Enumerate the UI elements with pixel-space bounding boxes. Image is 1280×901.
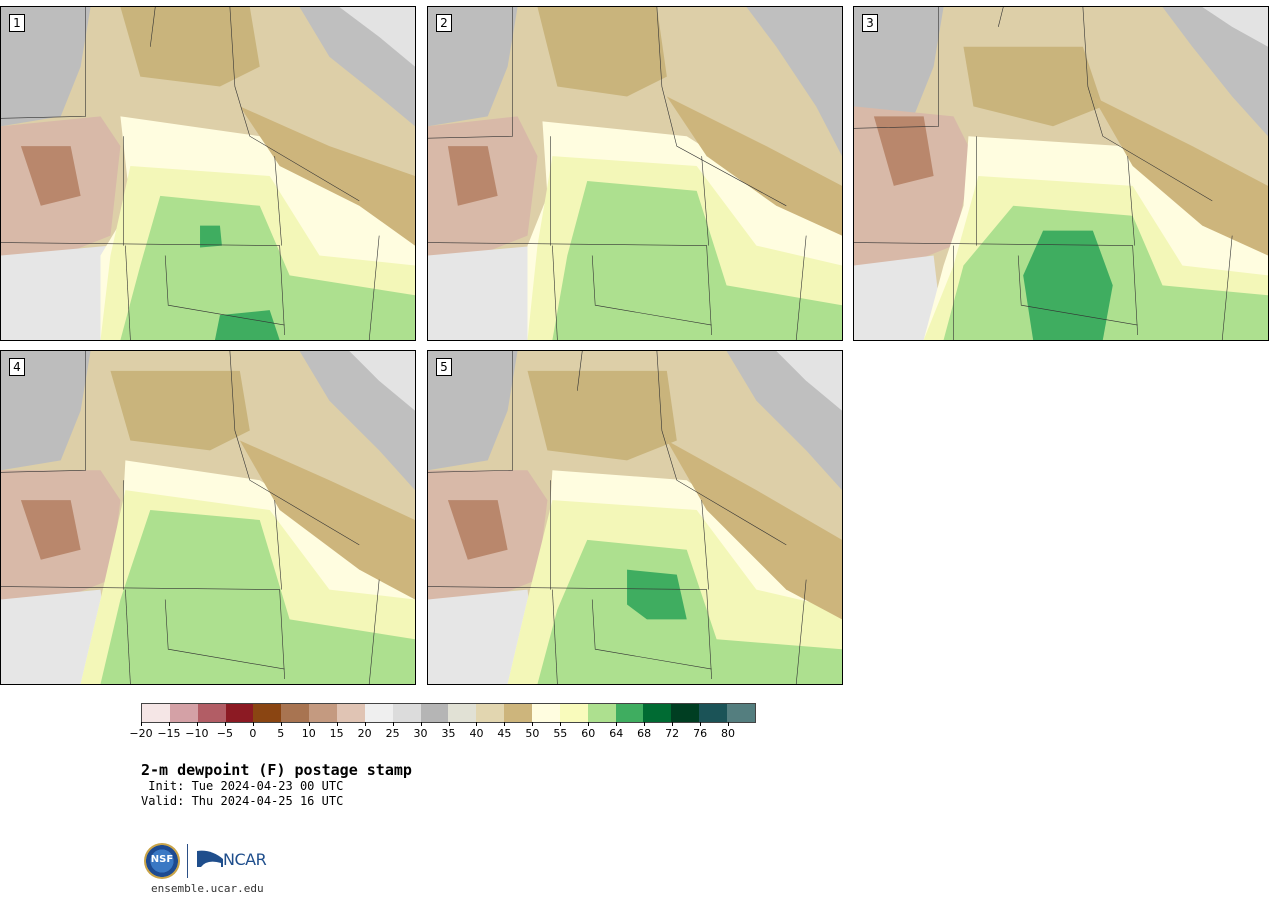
ncar-mark-icon — [197, 850, 223, 867]
colorbar-swatch — [727, 704, 755, 722]
colorbar-tick — [672, 722, 674, 726]
colorbar-tick-label: 25 — [385, 727, 400, 740]
colorbar-swatch — [420, 704, 449, 722]
nsf-logo-text: NSF — [150, 854, 174, 865]
member-4-map: 4 — [0, 350, 416, 685]
colorbar-tick-label: 60 — [581, 727, 596, 740]
member-2-map: 2 — [427, 6, 843, 341]
colorbar-tick-label: 76 — [693, 727, 708, 740]
colorbar-tick-label: 50 — [525, 727, 540, 740]
colorbar-tick-label: 20 — [357, 727, 372, 740]
colorbar-swatch — [699, 704, 728, 722]
chart-title: 2-m dewpoint (F) postage stamp — [141, 761, 412, 779]
colorbar-swatch — [559, 704, 588, 722]
colorbar-tick-label: 40 — [469, 727, 484, 740]
colorbar-swatch — [337, 704, 365, 722]
colorbar-tick-label: 5 — [277, 727, 285, 740]
colorbar-tick — [616, 722, 618, 726]
colorbar-tick — [280, 722, 282, 726]
colorbar-swatch — [225, 704, 254, 722]
colorbar-tick — [141, 722, 142, 726]
logo-divider — [187, 844, 188, 878]
nsf-logo: NSF — [144, 843, 180, 879]
colorbar-tick-label: 80 — [721, 727, 736, 740]
colorbar-tick — [644, 722, 646, 726]
colorbar-tick-label: −5 — [216, 727, 233, 740]
colorbar-tick-label: −15 — [157, 727, 181, 740]
member-label: 4 — [9, 358, 25, 376]
member-label: 2 — [436, 14, 452, 32]
colorbar-tick — [532, 722, 534, 726]
colorbar-tick — [196, 722, 198, 726]
colorbar-tick-label: 15 — [329, 727, 344, 740]
dewpoint-colorbar — [141, 703, 756, 723]
member-3-map: 3 — [853, 6, 1269, 341]
colorbar-swatch — [392, 704, 421, 722]
colorbar-swatch — [587, 704, 616, 722]
colorbar-tick — [700, 722, 702, 726]
colorbar-swatch — [615, 704, 644, 722]
colorbar-tick-label: 45 — [497, 727, 512, 740]
colorbar-swatch — [364, 704, 393, 722]
member-1-map: 1 — [0, 6, 416, 341]
colorbar-tick — [476, 722, 478, 726]
member-label: 1 — [9, 14, 25, 32]
colorbar-tick — [308, 722, 310, 726]
site-url: ensemble.ucar.edu — [151, 882, 264, 895]
colorbar-tick — [336, 722, 338, 726]
dewpoint-map-1 — [1, 7, 415, 340]
colorbar-tick-label: 30 — [413, 727, 428, 740]
colorbar-tick-label: 10 — [301, 727, 316, 740]
colorbar-tick-label: 64 — [609, 727, 624, 740]
colorbar-tick-label: 55 — [553, 727, 568, 740]
colorbar-tick-label: −10 — [185, 727, 209, 740]
colorbar-tick-label: 72 — [665, 727, 680, 740]
member-label: 3 — [862, 14, 878, 32]
colorbar-swatch — [532, 704, 560, 722]
colorbar-tick — [364, 722, 366, 726]
colorbar-tick-label: −20 — [129, 727, 153, 740]
member-5-map: 5 — [427, 350, 843, 685]
colorbar-tick — [588, 722, 590, 726]
init-time: Init: Tue 2024-04-23 00 UTC — [141, 779, 344, 793]
colorbar-swatch — [671, 704, 700, 722]
colorbar-swatch — [504, 704, 533, 722]
colorbar-tick-label: 35 — [441, 727, 456, 740]
colorbar-swatch — [448, 704, 477, 722]
ncar-logo-text: NCAR — [223, 850, 267, 869]
dewpoint-map-3 — [854, 7, 1268, 340]
dewpoint-map-5 — [428, 351, 842, 684]
sponsor-logos: NSF NCAR — [144, 843, 284, 879]
colorbar-tickmarks — [0, 722, 900, 727]
colorbar-tick — [728, 722, 730, 726]
colorbar-swatch — [197, 704, 226, 722]
colorbar-tick-labels: −20 −15 −10 −5 0 5 10 15 20 25 30 35 40 45 50 55 60 64 68 7… — [0, 727, 900, 743]
colorbar-tick-label: 68 — [637, 727, 652, 740]
colorbar-tick — [504, 722, 506, 726]
colorbar-swatch — [309, 704, 338, 722]
member-label: 5 — [436, 358, 452, 376]
dewpoint-map-2 — [428, 7, 842, 340]
colorbar-swatch — [281, 704, 310, 722]
colorbar-tick — [448, 722, 450, 726]
colorbar-tick — [168, 722, 170, 726]
dewpoint-map-4 — [1, 351, 415, 684]
colorbar-tick — [252, 722, 254, 726]
colorbar-tick — [560, 722, 562, 726]
colorbar-swatch — [253, 704, 282, 722]
colorbar-swatch — [643, 704, 672, 722]
colorbar-swatch — [169, 704, 198, 722]
valid-time: Valid: Thu 2024-04-25 16 UTC — [141, 794, 344, 808]
colorbar-swatch — [476, 704, 505, 722]
colorbar-tick — [224, 722, 226, 726]
colorbar-tick-label: 0 — [249, 727, 257, 740]
colorbar-tick — [392, 722, 394, 726]
colorbar-swatch — [142, 704, 170, 722]
colorbar-tick — [420, 722, 422, 726]
